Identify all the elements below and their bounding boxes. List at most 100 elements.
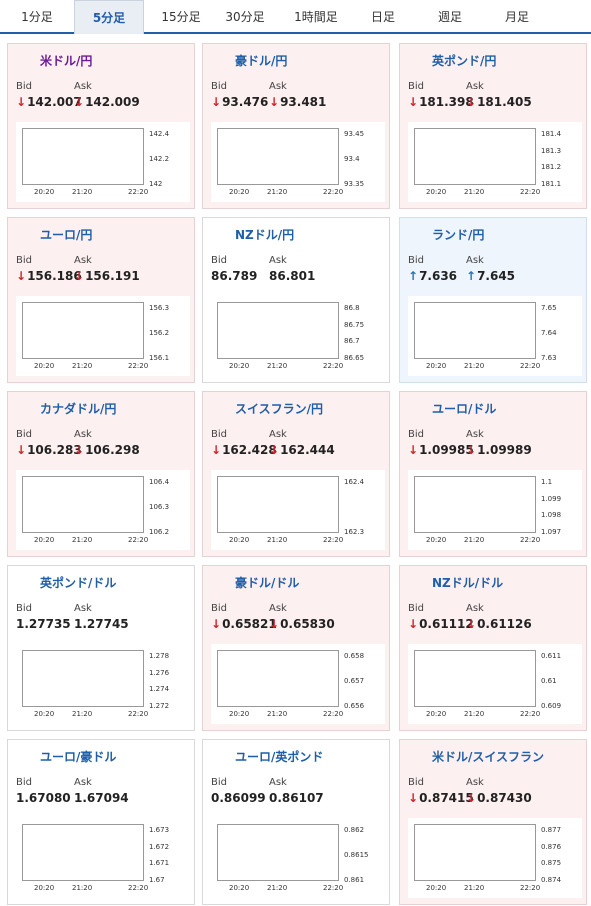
currency-card: 英ポンド/円 Bid Ask ↓181.398 ↓181.405 181.4 181.3 18… (399, 43, 587, 209)
candlestick-chart[interactable]: 1.1 1.099 1.098 1.097 20:20 21:20 22:20 (408, 470, 582, 550)
price-arrow-down-icon: ↓ (16, 269, 27, 283)
currency-pair-link[interactable]: 豪ドル/円 (235, 54, 288, 68)
currency-pair-link[interactable]: NZドル/円 (235, 228, 295, 242)
price-arrow-down-icon: ↓ (408, 791, 419, 805)
currency-pair-link[interactable]: ユーロ/ドル (432, 402, 497, 416)
ask-price: 0.86107 (269, 791, 324, 805)
y-tick-label: 0.877 (541, 826, 562, 834)
price-arrow-down-icon: ↓ (466, 617, 477, 631)
y-tick-label: 162.4 (344, 478, 365, 486)
y-tick-label: 1.671 (149, 859, 170, 868)
candlestick-chart[interactable]: 1.673 1.672 1.671 1.67 20:20 21:20 22:20 (16, 818, 190, 898)
currency-card: ユーロ/豪ドル Bid Ask 1.67080 1.67094 1.673 1.672 1.6… (7, 739, 195, 905)
currency-card: NZドル/ドル Bid Ask ↓0.61112 ↓0.61126 0.611 0.61 0.… (399, 565, 587, 731)
ask-value: ↓0.61126 (466, 617, 532, 631)
x-tick-label: 21:20 (464, 710, 485, 718)
candlestick-chart[interactable]: 1.278 1.276 1.274 1.272 20:20 21:20 22:20 (16, 644, 190, 724)
bid-value: ↓93.476 (211, 95, 268, 109)
currency-pair-link[interactable]: スイスフラン/円 (235, 402, 324, 416)
price-arrow-down-icon: ↓ (16, 95, 27, 109)
ask-price: 142.009 (85, 95, 140, 109)
y-tick-label: 1.278 (149, 652, 170, 660)
y-tick-label: 0.862 (344, 826, 365, 834)
tab-1[interactable]: 1分足 (21, 10, 53, 24)
ch-jp-flag-icon (211, 403, 338, 451)
ask-price: 1.27745 (74, 617, 129, 631)
tab-5[interactable]: 1時間足 (294, 10, 338, 24)
y-tick-label: 142.4 (149, 130, 170, 138)
x-tick-label: 20:20 (229, 710, 250, 718)
y-tick-label: 0.609 (541, 702, 562, 710)
candlestick-chart[interactable]: 0.862 0.8615 0.861 20:20 21:20 22:20 (211, 818, 385, 898)
currency-pair-link[interactable]: 英ポンド/円 (432, 54, 497, 68)
y-tick-label: 181.3 (541, 146, 562, 155)
x-tick-label: 21:20 (464, 884, 485, 892)
chart-plot-area (22, 476, 144, 533)
bid-value: ↓1.09985 (408, 443, 474, 457)
candlestick-chart[interactable]: 106.4 106.3 106.2 20:20 21:20 22:20 (16, 470, 190, 550)
currency-pair-link[interactable]: ユーロ/豪ドル (40, 750, 117, 764)
chart-plot-area (414, 128, 536, 185)
x-tick-label: 22:20 (128, 710, 149, 718)
bid-label: Bid (408, 603, 424, 614)
candlestick-chart[interactable]: 93.45 93.4 93.35 20:20 21:20 22:20 (211, 122, 385, 202)
currency-card: ユーロ/ドル Bid Ask ↓1.09985 ↓1.09989 1.1 1.099 1.09… (399, 391, 587, 557)
candlestick-chart[interactable]: 142.4 142.2 142 20:20 21:20 22:20 (16, 122, 190, 202)
y-tick-label: 1.672 (149, 842, 170, 851)
y-tick-label: 86.75 (344, 320, 365, 329)
currency-pair-link[interactable]: 豪ドル/ドル (235, 576, 300, 590)
tab-6[interactable]: 日足 (370, 10, 395, 24)
x-tick-label: 21:20 (267, 710, 288, 718)
y-tick-label: 142.2 (149, 155, 170, 163)
ask-label: Ask (74, 429, 92, 440)
x-tick-label: 21:20 (267, 536, 288, 544)
x-tick-label: 21:20 (464, 188, 485, 196)
bid-price: 0.86099 (211, 791, 266, 805)
candlestick-chart[interactable]: 0.658 0.657 0.656 20:20 21:20 22:20 (211, 644, 385, 724)
price-arrow-down-icon: ↓ (466, 443, 477, 457)
candlestick-chart[interactable]: 7.65 7.64 7.63 20:20 21:20 22:20 (408, 296, 582, 376)
us-ch-flag-icon (408, 751, 535, 814)
ask-value: ↓142.009 (74, 95, 140, 109)
y-tick-label: 156.3 (149, 304, 170, 312)
x-tick-label: 21:20 (267, 884, 288, 892)
y-tick-label: 93.35 (344, 180, 365, 188)
candlestick-chart[interactable]: 0.877 0.876 0.875 0.874 20:20 21:20 22:20 (408, 818, 582, 898)
x-tick-label: 20:20 (426, 536, 447, 544)
y-tick-label: 0.61 (541, 677, 557, 685)
timeframe-tabs: 1分足 5分足 15分足 30分足 1時間足 日足 週足 月足 (0, 0, 591, 34)
currency-pair-link[interactable]: ユーロ/英ポンド (235, 750, 324, 764)
tab-7[interactable]: 週足 (437, 10, 462, 24)
tab-3[interactable]: 15分足 (161, 10, 201, 24)
y-tick-label: 106.2 (149, 528, 170, 536)
nz-jp-flag-icon (211, 229, 338, 286)
ask-value: ↑7.645 (466, 269, 515, 283)
currency-pair-link[interactable]: 米ドル/スイスフラン (432, 750, 545, 764)
currency-pair-link[interactable]: カナダドル/円 (40, 402, 117, 416)
y-tick-label: 0.611 (541, 652, 562, 660)
bid-label: Bid (408, 429, 424, 440)
currency-pair-link[interactable]: 英ポンド/ドル (40, 576, 117, 590)
y-tick-label: 181.2 (541, 163, 562, 172)
currency-card: ユーロ/円 Bid Ask ↓156.186 ↓156.191 156.3 156.2 156… (7, 217, 195, 383)
candlestick-chart[interactable]: 86.8 86.75 86.7 86.65 20:20 21:20 22:20 (211, 296, 385, 376)
currency-pair-link[interactable]: 米ドル/円 (40, 54, 93, 68)
y-tick-label: 1.098 (541, 511, 562, 520)
y-tick-label: 181.4 (541, 130, 562, 138)
currency-pair-link[interactable]: ランド/円 (432, 228, 485, 242)
candlestick-chart[interactable]: 156.3 156.2 156.1 20:20 21:20 22:20 (16, 296, 190, 376)
currency-pair-link[interactable]: ユーロ/円 (40, 228, 93, 242)
candlestick-chart[interactable]: 162.4 162.3 20:20 21:20 22:20 (211, 470, 385, 550)
y-tick-label: 1.099 (541, 494, 562, 503)
tab-2[interactable]: 5分足 (74, 0, 144, 34)
currency-pair-link[interactable]: NZドル/ドル (432, 576, 504, 590)
tab-8[interactable]: 月足 (504, 10, 529, 24)
candlestick-chart[interactable]: 0.611 0.61 0.609 20:20 21:20 22:20 (408, 644, 582, 724)
ask-value: ↓0.65830 (269, 617, 335, 631)
tab-4[interactable]: 30分足 (225, 10, 265, 24)
currency-card: 英ポンド/ドル Bid Ask 1.27735 1.27745 1.278 1.276 1.2… (7, 565, 195, 731)
price-arrow-up-icon: ↑ (408, 269, 419, 283)
candlestick-chart[interactable]: 181.4 181.3 181.2 181.1 20:20 21:20 22:20 (408, 122, 582, 202)
ask-value: 86.801 (269, 269, 315, 283)
x-tick-label: 22:20 (323, 362, 344, 370)
